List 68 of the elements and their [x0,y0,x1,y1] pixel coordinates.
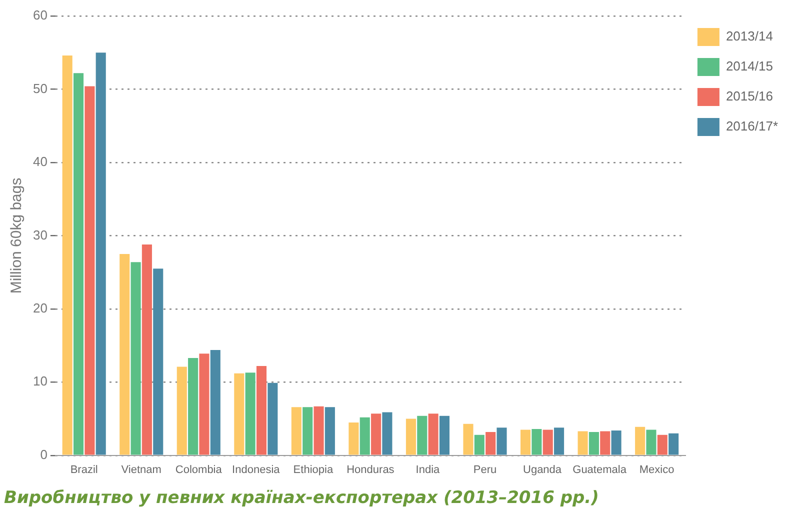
bar [234,373,244,455]
bar [428,414,438,455]
bar [542,430,553,455]
x-tick-label: Peru [473,464,497,476]
bar [256,366,267,455]
bar [73,73,84,455]
bar [382,412,392,455]
bar [348,422,359,455]
bar [176,366,187,455]
bar [532,429,542,455]
y-axis-title: Million 60kg bags [8,178,26,294]
x-tick-label: Mexico [639,464,674,476]
bar [324,407,335,455]
x-tick-label: Uganda [522,464,562,476]
bar [371,414,382,455]
y-tick-label: 40 [32,154,48,170]
y-tick-label: 20 [32,300,48,316]
bar [578,431,588,455]
bar [245,372,256,455]
bar [96,52,106,455]
legend-label: 2016/17* [726,118,778,134]
bar [496,428,507,455]
text: Виробництво у певних країнах-експортерах (2013–2016 рр.) [4,488,599,508]
bar [520,430,531,455]
bar [291,407,302,455]
bar [268,382,278,455]
bar [62,56,72,455]
bar [588,432,599,455]
bar [406,418,416,455]
bar [360,417,370,455]
bar [463,424,474,455]
bar [84,86,95,455]
bar [142,244,152,455]
x-tick-label: Vietnam [121,464,162,476]
bar [188,358,198,455]
x-tick-label: Indonesia [232,464,281,476]
bar [210,350,220,455]
x-tick-label: Guatemala [572,464,628,476]
bar [474,434,484,455]
x-tick-label: Brazil [70,464,98,476]
bar [646,430,656,455]
x-tick-label: Colombia [175,464,223,476]
x-tick-label: India [416,464,441,476]
bar [635,426,646,455]
bar [600,431,610,455]
legend-label: 2013/14 [726,28,773,44]
y-tick-label: 50 [32,80,48,96]
bar [439,416,450,455]
x-tick-label: Ethiopia [293,464,334,476]
bar [199,354,210,455]
bar [153,268,164,455]
bar [486,432,496,455]
legend-label: 2014/15 [726,58,773,74]
x-tick-label: Honduras [346,464,395,476]
bar [657,434,668,455]
bar [314,406,324,455]
legend-label: 2015/16 [726,88,773,104]
bar [554,428,564,455]
bar [120,254,130,455]
bar [417,416,428,455]
y-tick-label: 30 [32,227,48,242]
bar [130,262,141,455]
y-tick-label: 0 [40,446,48,462]
bar [668,433,679,455]
bar [611,430,622,455]
y-tick-label: 10 [32,374,48,389]
y-tick-label: 60 [32,8,48,23]
bar [302,407,313,455]
